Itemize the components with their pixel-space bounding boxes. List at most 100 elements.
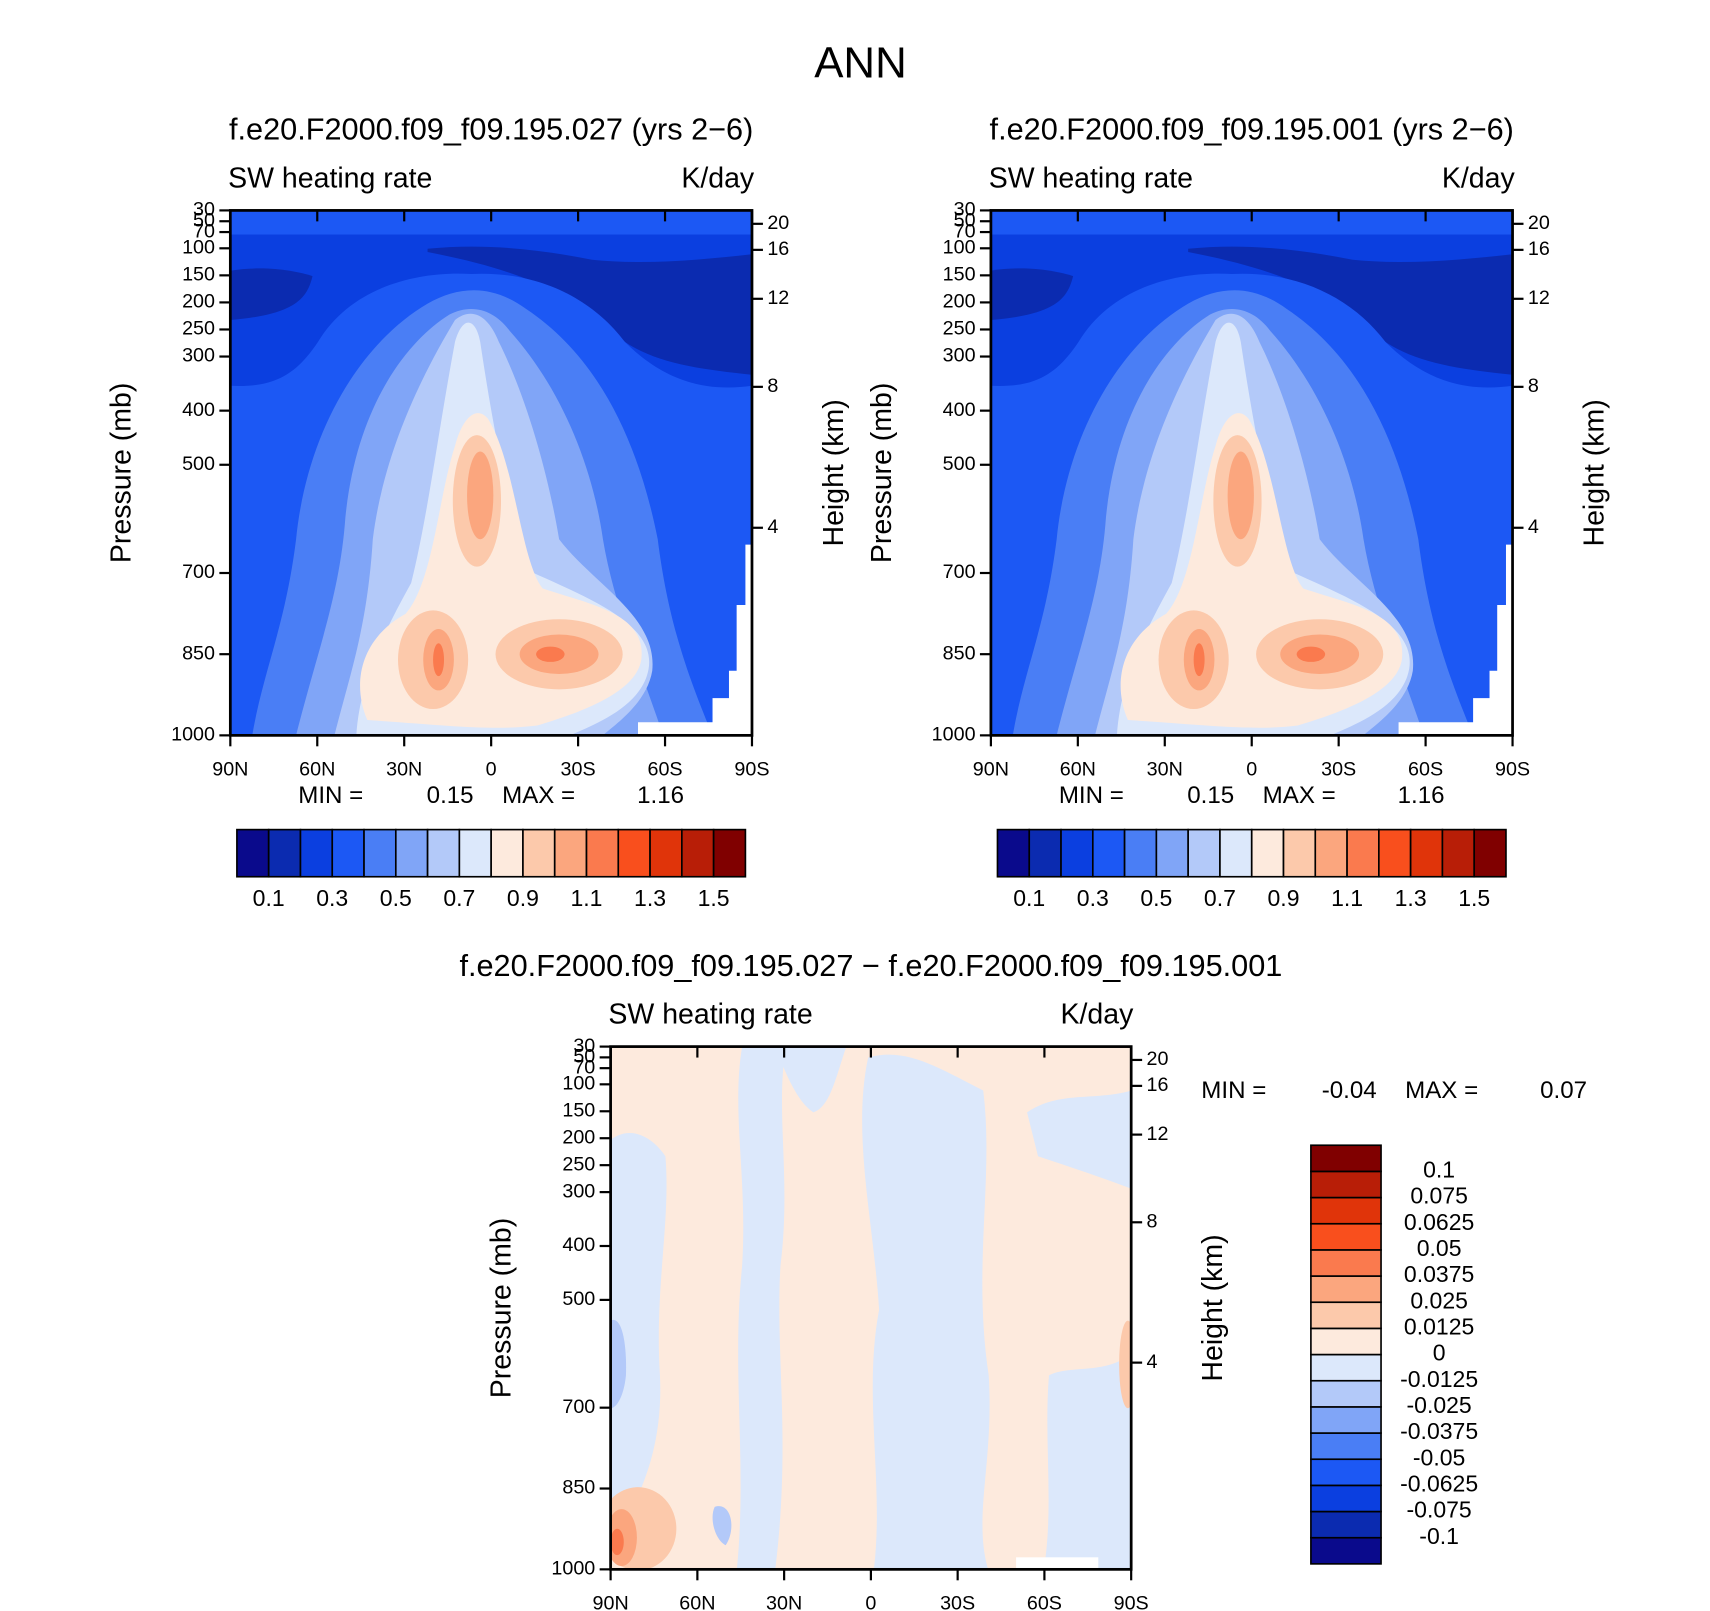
colorbar-label: 0.5 xyxy=(1140,885,1172,911)
colorbar-label: 0.05 xyxy=(1417,1235,1462,1261)
colorbar-label: 1.3 xyxy=(634,885,666,911)
colorbar-box xyxy=(1123,828,1158,878)
x-tick-label: 0 xyxy=(1246,759,1257,781)
y-tick-label: 300 xyxy=(182,345,215,367)
colorbar-label: 0.0625 xyxy=(1404,1209,1474,1235)
colorbar-box xyxy=(1310,1353,1382,1382)
colorbar-box xyxy=(1310,1432,1382,1461)
colorbar-label: 0.1 xyxy=(253,885,285,911)
y-tick-label: 70 xyxy=(573,1056,595,1078)
colorbar-box xyxy=(1028,828,1062,878)
colorbar-box xyxy=(458,828,492,878)
x-tick-label: 60S xyxy=(1027,1593,1062,1611)
colorbar-label: 1.1 xyxy=(571,885,603,911)
y-tick-label: 200 xyxy=(562,1126,595,1148)
colorbar-box xyxy=(712,828,747,878)
y-tick-label: 50 xyxy=(193,209,215,231)
y-tick-label: 250 xyxy=(562,1153,595,1175)
y2-axis-label: Height (km) xyxy=(1578,399,1610,546)
colorbar-box xyxy=(1378,828,1412,878)
max-value: 1.16 xyxy=(637,782,684,809)
colorbar-label: 0.075 xyxy=(1410,1183,1468,1209)
panel-title: f.e20.F2000.f09_f09.195.027 − f.e20.F200… xyxy=(459,948,1282,983)
colorbar-label: -0.05 xyxy=(1413,1444,1465,1470)
x-tick-label: 30S xyxy=(940,1593,975,1611)
left-string: SW heating rate xyxy=(608,998,812,1030)
y2-tick-label: 20 xyxy=(1147,1048,1169,1070)
colorbar-box xyxy=(585,828,620,878)
x-tick-label: 30N xyxy=(386,759,422,781)
y-tick-label: 400 xyxy=(182,399,215,421)
y-tick-label: 50 xyxy=(954,209,976,231)
y2-tick-label: 12 xyxy=(1528,287,1550,309)
colorbar-box xyxy=(299,828,334,878)
colorbar-box xyxy=(1219,828,1253,878)
min-value: 0.15 xyxy=(1187,782,1234,809)
colorbar-label: 1.1 xyxy=(1331,885,1363,911)
colorbar-box xyxy=(426,828,461,878)
y-tick-label: 1000 xyxy=(932,724,976,746)
y-tick-label: 300 xyxy=(943,345,976,367)
colorbar-box xyxy=(1310,1222,1382,1251)
y-tick-label: 150 xyxy=(182,264,215,286)
panel-title: f.e20.F2000.f09_f09.195.001 (yrs 2−6) xyxy=(990,112,1514,147)
y-tick-label: 150 xyxy=(943,264,976,286)
colorbar-box xyxy=(1310,1536,1382,1565)
contour-fill xyxy=(862,1054,990,1570)
y-tick-label: 100 xyxy=(182,237,215,259)
colorbar-box xyxy=(236,828,270,878)
y-tick-label: 700 xyxy=(562,1396,595,1418)
colorbar-label: -0.1 xyxy=(1419,1523,1459,1549)
y2-tick-label: 4 xyxy=(767,516,778,538)
min-value: -0.04 xyxy=(1322,1077,1377,1104)
y2-tick-label: 20 xyxy=(767,212,789,234)
missing-area xyxy=(1398,544,1513,736)
y-tick-label: 500 xyxy=(182,453,215,475)
y-tick-label: 30 xyxy=(193,199,215,221)
x-tick-label: 0 xyxy=(486,759,497,781)
y-axis-label: Pressure (mb) xyxy=(866,383,898,563)
y-tick-label: 400 xyxy=(562,1234,595,1256)
x-tick-label: 60S xyxy=(1408,759,1443,781)
colorbar-box xyxy=(1310,1196,1382,1225)
min-label: MIN = xyxy=(1059,782,1124,809)
colorbar-box xyxy=(394,828,429,878)
colorbar-label: 0.7 xyxy=(443,885,475,911)
x-tick-label: 30S xyxy=(1321,759,1356,781)
y-tick-label: 850 xyxy=(562,1477,595,1499)
figure-title: ANN xyxy=(814,38,907,87)
y-tick-label: 1000 xyxy=(171,724,215,746)
right-string: K/day xyxy=(1061,998,1135,1030)
contour-fill xyxy=(1043,1354,1132,1570)
colorbar-box xyxy=(331,828,365,878)
y-tick-label: 70 xyxy=(954,220,976,242)
colorbar-box xyxy=(363,828,397,878)
colorbar-label: -0.0375 xyxy=(1400,1418,1478,1444)
y2-tick-label: 4 xyxy=(1147,1351,1158,1373)
colorbar-box xyxy=(1310,1406,1382,1434)
colorbar-label: 0 xyxy=(1433,1340,1446,1366)
y-tick-label: 100 xyxy=(943,237,976,259)
contour-fill xyxy=(1027,1090,1132,1189)
colorbar-box xyxy=(490,828,524,878)
y-tick-label: 500 xyxy=(562,1288,595,1310)
min-label: MIN = xyxy=(298,782,363,809)
y-tick-label: 100 xyxy=(562,1073,595,1095)
contour-fill xyxy=(1227,451,1254,540)
colorbar-label: 1.5 xyxy=(1458,885,1490,911)
colorbar-box xyxy=(1282,828,1317,878)
x-tick-label: 60N xyxy=(299,759,335,781)
y2-tick-label: 16 xyxy=(1528,238,1550,260)
contour-fill xyxy=(230,268,313,321)
y2-tick-label: 16 xyxy=(767,238,789,260)
x-tick-label: 90S xyxy=(1495,759,1530,781)
colorbar-label: -0.025 xyxy=(1407,1392,1472,1418)
colorbar-box xyxy=(1310,1144,1382,1173)
max-label: MAX = xyxy=(1263,782,1336,809)
x-tick-label: 60S xyxy=(647,759,682,781)
x-tick-label: 30N xyxy=(1147,759,1183,781)
colorbar-box xyxy=(1310,1458,1382,1487)
colorbar-label: 0.9 xyxy=(1268,885,1300,911)
max-label: MAX = xyxy=(1405,1077,1478,1104)
